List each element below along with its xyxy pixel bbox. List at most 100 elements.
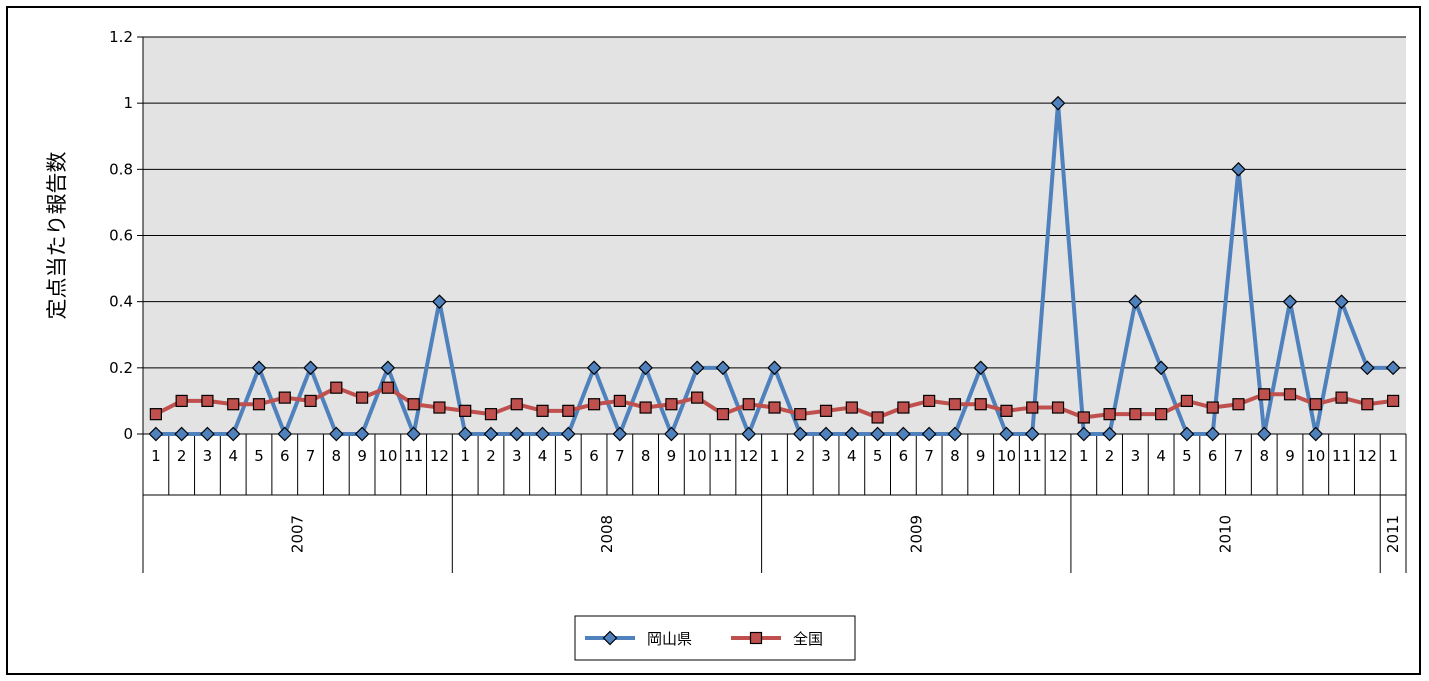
data-point — [432, 294, 447, 310]
data-point — [742, 398, 755, 411]
data-point — [1179, 426, 1195, 442]
data-point — [201, 394, 214, 408]
month-tick-label: 1 — [770, 447, 780, 465]
data-point — [483, 426, 499, 442]
data-point — [330, 381, 343, 394]
data-point — [768, 401, 781, 414]
month-tick-label: 9 — [1285, 447, 1295, 465]
data-point — [1387, 394, 1400, 408]
legend: 岡山県 全国 — [574, 615, 856, 661]
data-point — [1308, 426, 1324, 442]
data-point — [407, 398, 420, 411]
data-point — [819, 404, 833, 417]
data-point — [484, 408, 498, 421]
month-tick-label: 8 — [1259, 447, 1269, 465]
y-tick-label: 0.2 — [109, 359, 133, 377]
year-label: 2007 — [289, 515, 307, 553]
data-point — [1129, 408, 1142, 421]
data-point — [896, 426, 911, 442]
data-point — [1205, 426, 1221, 442]
data-point — [1282, 294, 1298, 310]
year-label: 2011 — [1384, 515, 1402, 553]
data-point — [612, 426, 628, 442]
data-point — [948, 398, 962, 411]
data-point — [1258, 388, 1271, 401]
month-tick-label: 6 — [589, 447, 599, 465]
data-point — [562, 404, 575, 417]
month-tick-label: 7 — [924, 447, 934, 465]
legend-marker — [749, 631, 763, 645]
data-point — [304, 394, 317, 408]
data-point — [355, 391, 369, 404]
data-point — [1077, 411, 1090, 424]
gridlines — [143, 36, 1406, 435]
legend-label: 岡山県 — [647, 630, 692, 648]
month-tick-label: 6 — [280, 447, 290, 465]
data-point — [715, 360, 731, 376]
month-tick-label: 10 — [688, 447, 707, 465]
month-tick-label: 4 — [538, 447, 548, 465]
data-point — [1180, 394, 1194, 408]
data-point — [792, 426, 808, 442]
month-tick-label: 9 — [667, 447, 677, 465]
data-point — [535, 426, 550, 442]
y-tick-label: 0 — [123, 425, 133, 443]
month-tick-label: 5 — [873, 447, 883, 465]
data-point — [613, 394, 626, 408]
data-point — [691, 391, 704, 404]
month-tick-label: 2 — [1105, 447, 1115, 465]
year-label: 2009 — [907, 515, 925, 553]
data-point — [433, 401, 446, 414]
data-point — [638, 360, 653, 376]
data-point — [1206, 401, 1219, 414]
series-group — [148, 95, 1401, 442]
month-tick-label: 7 — [615, 447, 625, 465]
data-point — [767, 360, 782, 376]
month-tick-label: 5 — [564, 447, 574, 465]
month-tick-label: 5 — [254, 447, 264, 465]
data-point — [716, 408, 730, 421]
year-label: 2010 — [1217, 515, 1235, 553]
data-point — [664, 426, 679, 442]
month-tick-label: 2 — [486, 447, 496, 465]
data-point — [200, 426, 215, 442]
data-point — [175, 394, 188, 408]
month-tick-label: 6 — [899, 447, 909, 465]
month-tick-label: 12 — [739, 447, 758, 465]
data-point — [1256, 426, 1272, 442]
data-point — [1024, 426, 1040, 442]
month-tick-label: 1 — [1079, 447, 1089, 465]
y-tick-label: 1 — [123, 94, 133, 112]
month-tick-label: 11 — [1332, 447, 1351, 465]
series-square — [149, 381, 1400, 424]
data-point — [689, 360, 705, 376]
month-tick-label: 3 — [203, 447, 213, 465]
data-point — [328, 426, 344, 442]
data-point — [174, 426, 190, 442]
data-point — [1334, 294, 1349, 310]
month-tick-label: 3 — [821, 447, 831, 465]
month-tick-label: 12 — [1048, 447, 1067, 465]
data-point — [639, 401, 652, 414]
data-point — [1385, 360, 1401, 376]
series-diamond — [148, 95, 1401, 442]
data-point — [536, 404, 549, 417]
month-tick-label: 2 — [796, 447, 806, 465]
year-label: 2008 — [598, 515, 616, 553]
data-point — [560, 426, 576, 442]
month-tick-label: 8 — [332, 447, 342, 465]
data-point — [303, 360, 318, 376]
data-point — [354, 426, 370, 442]
month-tick-label: 4 — [1156, 447, 1166, 465]
month-tick-label: 12 — [430, 447, 449, 465]
data-point — [1051, 401, 1065, 414]
data-point — [844, 426, 860, 442]
data-point — [1309, 398, 1322, 411]
month-tick-label: 5 — [1182, 447, 1192, 465]
month-tick-label: 10 — [1306, 447, 1325, 465]
data-point — [1359, 360, 1375, 376]
data-point — [457, 426, 473, 442]
y-tick-label: 0.8 — [109, 160, 133, 178]
data-point — [1335, 391, 1348, 404]
